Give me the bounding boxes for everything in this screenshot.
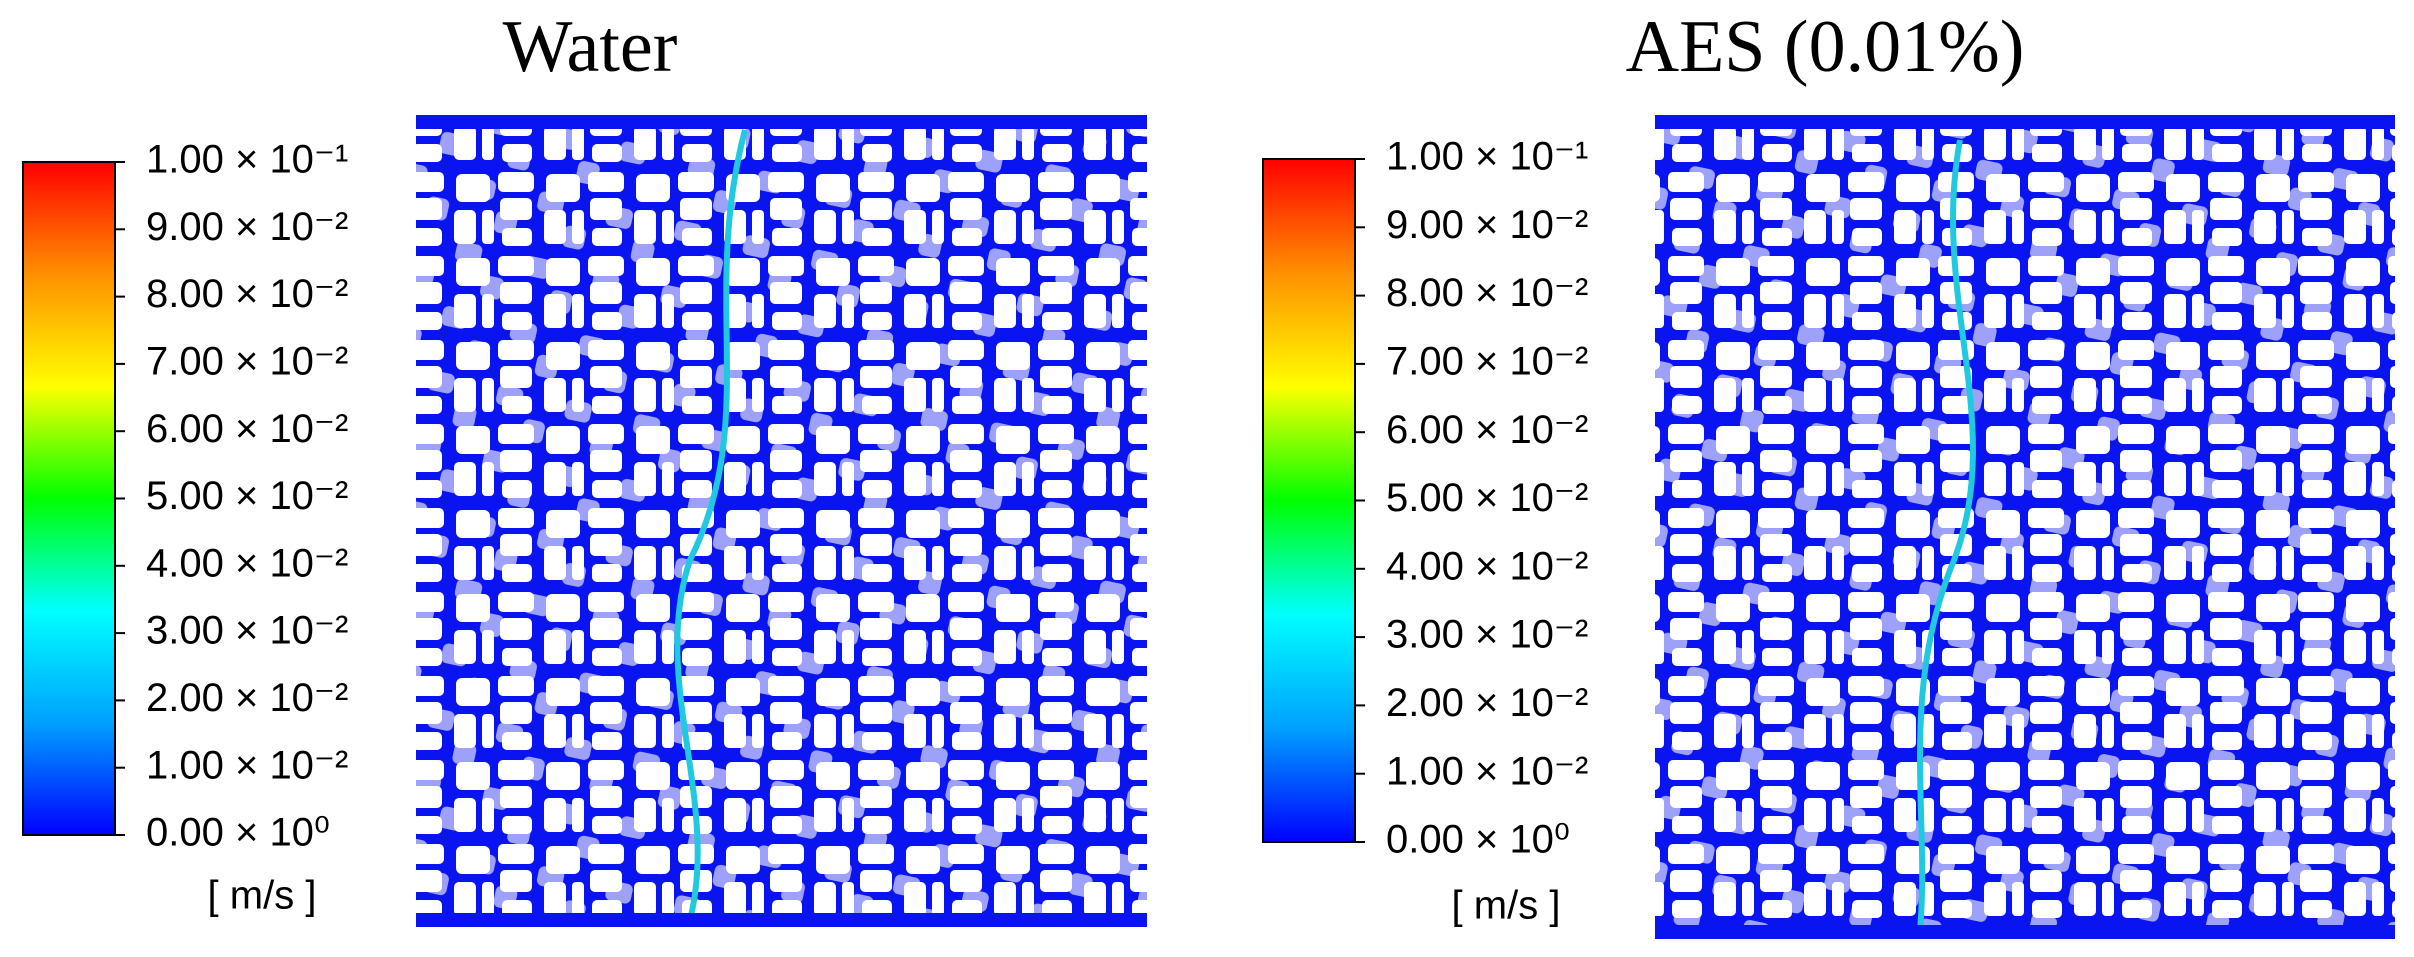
colorbar-tick-label: 4.00 × 10⁻² (146, 541, 348, 585)
colorbar-tick-label: 6.00 × 10⁻² (146, 407, 348, 451)
colorbar (1262, 158, 1356, 843)
colorbar-tick-label: 6.00 × 10⁻² (1386, 408, 1588, 452)
colorbar-tick-label: 5.00 × 10⁻² (1386, 476, 1588, 520)
colorbar-tick-label: 2.00 × 10⁻² (1386, 681, 1588, 725)
colorbar-tick-label: 7.00 × 10⁻² (146, 339, 348, 383)
colorbar-tick-label: 0.00 × 10⁰ (1386, 818, 1570, 862)
colorbar (22, 161, 116, 836)
colorbar-tick-label: 9.00 × 10⁻² (1386, 203, 1588, 247)
colorbar-unit: [ m/s ] (208, 874, 317, 918)
colorbar-tick-label: 3.00 × 10⁻² (146, 609, 348, 653)
colorbar-tick-label: 1.00 × 10⁻² (146, 743, 348, 787)
simulation-left (416, 115, 1147, 927)
colorbar-tick-label: 5.00 × 10⁻² (146, 474, 348, 518)
colorbar-tick-label: 9.00 × 10⁻² (146, 205, 348, 249)
colorbar-tick-label: 3.00 × 10⁻² (1386, 613, 1588, 657)
colorbar-tick-label: 4.00 × 10⁻² (1386, 544, 1588, 588)
colorbar-tick-label: 7.00 × 10⁻² (1386, 339, 1588, 383)
colorbar-tick-label: 1.00 × 10⁻² (1386, 749, 1588, 793)
colorbar-tick-label: 1.00 × 10⁻¹ (1386, 135, 1588, 179)
colorbar-tick-label: 8.00 × 10⁻² (1386, 271, 1588, 315)
simulation-right (1655, 115, 2395, 939)
colorbar-tick-label: 8.00 × 10⁻² (146, 272, 348, 316)
panel-title: AES (0.01%) (1626, 6, 2025, 88)
colorbar-unit: [ m/s ] (1452, 884, 1561, 928)
panel-title: Water (503, 6, 678, 88)
colorbar-tick-label: 0.00 × 10⁰ (146, 811, 330, 855)
colorbar-tick-label: 1.00 × 10⁻¹ (146, 138, 348, 182)
colorbar-tick-label: 2.00 × 10⁻² (146, 676, 348, 720)
